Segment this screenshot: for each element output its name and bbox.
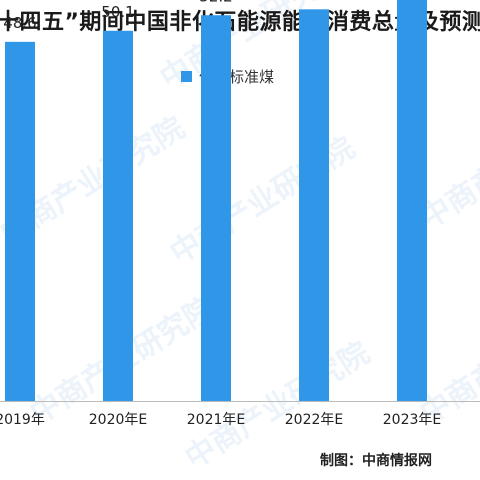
x-tick-label: 2021年E	[187, 412, 245, 428]
bar-value-label: 52.2	[199, 0, 232, 5]
bar	[103, 30, 133, 402]
bar-value-label: 48.6	[3, 14, 36, 32]
bar-value-label: 50.1	[101, 3, 134, 21]
x-tick-label: 2019年	[0, 412, 45, 428]
bar	[5, 41, 35, 401]
bar	[299, 9, 329, 402]
x-tick-label: 2023年E	[383, 412, 441, 428]
x-tick-label: 2020年E	[89, 412, 147, 428]
bar	[397, 0, 427, 401]
legend-swatch	[181, 70, 192, 82]
bar	[201, 15, 231, 401]
x-tick-label: 2022年E	[285, 412, 343, 428]
source-note: 制图：中商情报网	[320, 453, 432, 469]
